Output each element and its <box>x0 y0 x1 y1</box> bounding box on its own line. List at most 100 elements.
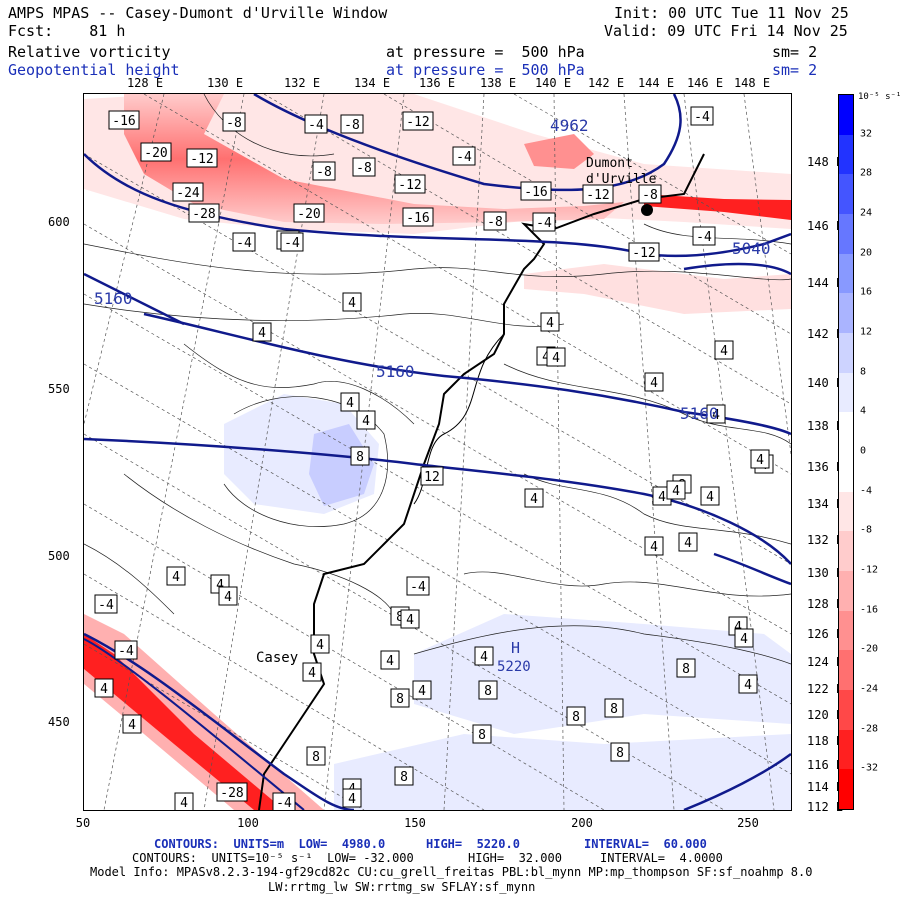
right-label: 142 E <box>807 327 844 341</box>
vorticity-label: 4 <box>546 316 554 331</box>
vorticity-label: -24 <box>176 186 200 201</box>
field1-smoothing: sm= 2 <box>772 43 818 61</box>
vorticity-label-box <box>122 714 142 734</box>
vorticity-label-box <box>218 586 238 606</box>
vorticity-label-box <box>402 111 434 131</box>
vorticity-label-box <box>676 658 696 678</box>
colorbar <box>838 94 854 810</box>
vorticity-label-box <box>666 480 686 500</box>
lon-label: 132 E <box>283 76 321 90</box>
footer-vort-interval: INTERVAL= 4.0000 <box>600 851 723 865</box>
x-tick: 150 <box>404 816 426 830</box>
vorticity-label: 4 <box>720 344 728 359</box>
vorticity-label: -4 <box>236 236 252 251</box>
vorticity-label-box <box>478 680 498 700</box>
vorticity-label: 4 <box>406 613 414 628</box>
vorticity-shade-mid <box>524 264 791 314</box>
vorticity-label: -20 <box>297 207 320 222</box>
forecast-hour: Fcst: 81 h <box>8 22 126 40</box>
colorbar-tick-label: 32 <box>860 128 873 140</box>
lon-label: 142 E <box>587 76 625 90</box>
vorticity-label: -4 <box>410 580 426 595</box>
vorticity-label-box <box>750 449 770 469</box>
vorticity-label-box <box>108 110 140 130</box>
right-label: 128 E <box>807 597 844 611</box>
right-label: 124 E <box>807 655 844 669</box>
colorbar-tick-label: -4 <box>860 485 873 497</box>
vorticity-label: -12 <box>406 115 429 130</box>
vorticity-label: 4 <box>128 718 136 733</box>
vorticity-label-box <box>644 536 664 556</box>
vorticity-label-box <box>340 392 360 412</box>
vorticity-label: 4 <box>418 684 426 699</box>
height-label: 5160 <box>680 404 719 423</box>
vorticity-label: -8 <box>487 215 503 230</box>
vorticity-label: 8 <box>484 684 492 699</box>
vorticity-label-box <box>272 792 296 810</box>
vorticity-label: -8 <box>344 118 360 133</box>
map-canvas: -16 -8 -4 -8 -12 -4 -20 -12 -8 -8 -4 -24 -12 -16 -12 -8… <box>84 94 791 810</box>
vorticity-shade-sw-core <box>84 634 284 810</box>
height-label: 5160 <box>376 362 415 381</box>
footer-vort-contours: CONTOURS: UNITS=10⁻⁵ s⁻¹ LOW= -32.000 <box>132 851 414 865</box>
y-tick: 600 <box>48 215 70 229</box>
vorticity-label-box <box>566 706 586 726</box>
x-tick: 200 <box>571 816 593 830</box>
field1-name: Relative vorticity <box>8 43 171 61</box>
colorbar-swatch <box>839 491 853 532</box>
vorticity-label: 12 <box>424 470 440 485</box>
lon-label: 136 E <box>418 76 456 90</box>
vorticity-label-box <box>714 340 734 360</box>
colorbar-unit: 10⁻⁵ s⁻¹ <box>858 92 900 102</box>
vorticity-label: 4 <box>348 792 356 807</box>
vorticity-label: 8 <box>396 610 404 625</box>
vorticity-label-box <box>520 181 552 201</box>
vorticity-label-box <box>312 161 336 181</box>
vorticity-label-box <box>412 680 432 700</box>
colorbar-swatch <box>839 650 853 691</box>
vorticity-label: 8 <box>682 662 690 677</box>
vorticity-label: 4 <box>542 350 550 365</box>
vorticity-label: 4 <box>650 376 658 391</box>
colorbar-tick-label: -28 <box>860 723 879 735</box>
lon-label: 130 E <box>206 76 244 90</box>
geopotential-contour-sw <box>84 638 305 810</box>
vorticity-label: 4 <box>650 540 658 555</box>
vorticity-label: -8 <box>226 116 242 131</box>
vorticity-label-box <box>222 112 246 132</box>
vorticity-label: 8 <box>400 770 408 785</box>
vorticity-label-box <box>306 746 326 766</box>
vorticity-label-box <box>342 292 362 312</box>
vorticity-label: 4 <box>308 666 316 681</box>
colorbar-tick-label: 4 <box>860 405 867 417</box>
vorticity-label: 4 <box>224 590 232 605</box>
vorticity-label-box <box>474 646 494 666</box>
right-label: 136 E <box>807 460 844 474</box>
lon-label: 144 E <box>637 76 675 90</box>
vorticity-label: 4 <box>552 351 560 366</box>
vorticity-label-box <box>252 322 272 342</box>
field2-name: Geopotential height <box>8 61 180 79</box>
lon-label: 138 E <box>479 76 517 90</box>
right-label: 114 E <box>807 780 844 794</box>
vorticity-label-box <box>638 184 662 204</box>
vorticity-label-box <box>483 211 507 231</box>
colorbar-tick-label: -32 <box>860 762 879 774</box>
colorbar-swatch <box>839 253 853 294</box>
right-label: 146 E <box>807 219 844 233</box>
colorbar-swatch <box>839 452 853 493</box>
footer-height-interval: INTERVAL= 60.000 <box>584 837 707 851</box>
field1-level: at pressure = 500 hPa <box>386 43 585 61</box>
vorticity-label: 4 <box>100 682 108 697</box>
colorbar-swatch <box>839 174 853 215</box>
colorbar-swatch <box>839 95 853 136</box>
vorticity-label-box <box>700 486 720 506</box>
vorticity-label: 8 <box>312 750 320 765</box>
vorticity-label-box <box>394 174 426 194</box>
vorticity-label: -4 <box>694 110 710 125</box>
colorbar-tick-label: 16 <box>860 286 873 298</box>
colorbar-tick-label: 8 <box>860 366 867 378</box>
footer-height-contours: CONTOURS: UNITS=m LOW= 4980.0 <box>154 837 386 851</box>
vorticity-label-box <box>340 114 364 134</box>
colorbar-tick-label: -8 <box>860 524 873 536</box>
